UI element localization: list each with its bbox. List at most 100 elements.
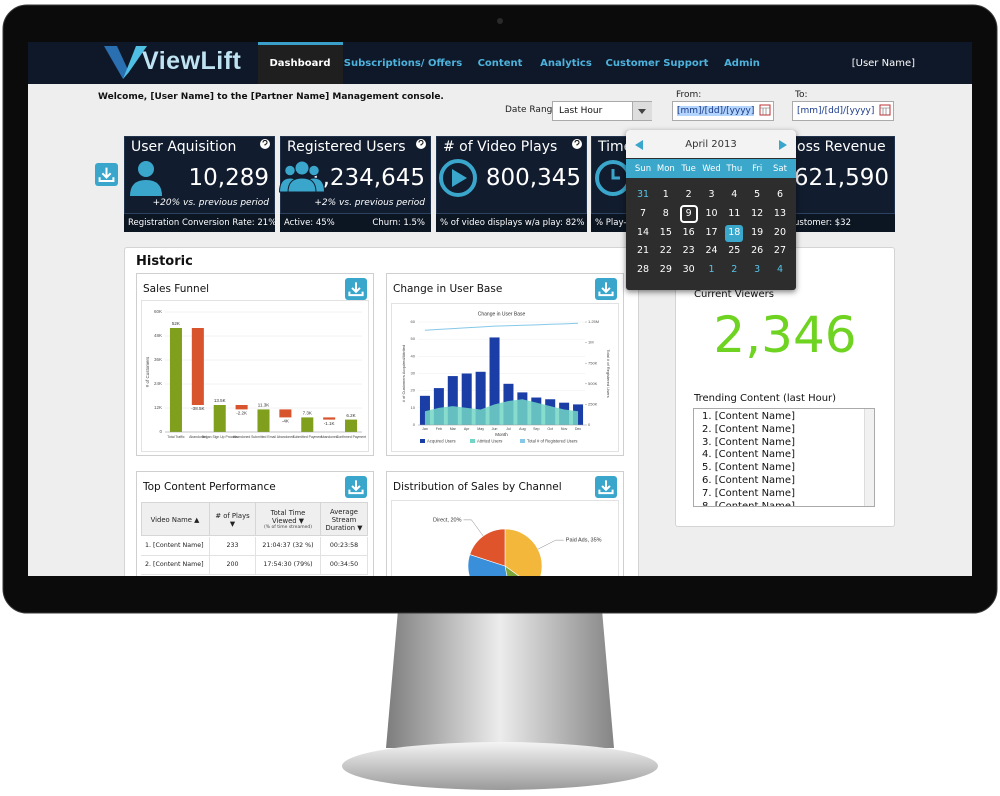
calendar-day[interactable]: 15 (659, 226, 672, 238)
table-header-cell[interactable]: Video Name ▲ (141, 503, 210, 536)
trending-item[interactable]: 6. [Content Name] (702, 475, 795, 486)
trending-item[interactable]: 5. [Content Name] (702, 462, 795, 474)
date-label: To: (795, 90, 808, 100)
calendar-day[interactable]: 2 (685, 189, 692, 200)
calendar-day[interactable]: 4 (776, 264, 783, 275)
nav-tab[interactable]: Admin (724, 58, 760, 69)
table-header-text: # of Plays ▼ (215, 511, 250, 528)
nav-tab[interactable]: Content (477, 58, 523, 69)
table-cell: 00:34:50 (321, 556, 368, 575)
trending-title: Trending Content (last Hour) (694, 393, 837, 404)
date-input[interactable]: [mm]/[dd]/[yyyy] (792, 101, 894, 121)
date-range-select[interactable]: Last Hour (552, 101, 652, 121)
calendar-day[interactable]: 19 (751, 226, 764, 238)
calendar-day[interactable]: 28 (636, 264, 650, 275)
calendar-day[interactable]: 8 (662, 207, 669, 219)
kpi-title: oss Revenue (797, 139, 886, 155)
download-button[interactable] (95, 163, 118, 186)
welcome: Welcome, [User Name] to the [Partner Nam… (98, 92, 444, 102)
trending-list: 1. [Content Name] 2. [Content Name] 3. [Co… (693, 408, 875, 507)
calendar-day[interactable]: 9 (685, 207, 692, 219)
calendar-day[interactable]: 4 (731, 189, 738, 200)
nav-bar (28, 42, 972, 84)
calendar-day[interactable]: 3 (754, 264, 761, 275)
trending-item[interactable]: 8. [Content Name] (702, 500, 795, 507)
table-header-cell[interactable]: Average Stream Duration ▼ (321, 503, 368, 536)
calendar-day[interactable]: 21 (636, 245, 650, 257)
dashboard: 0 12K 24K 36K 48K 60K # of Customers 52K Total T… (28, 42, 972, 576)
table-header-cell[interactable]: Total Time Viewed ▼ (% of time streamed) (256, 503, 321, 536)
stand-neck (386, 610, 614, 748)
calendar-day[interactable]: 22 (659, 245, 672, 257)
calendar-day[interactable]: 27 (773, 245, 787, 257)
calendar-day[interactable]: 12 (751, 207, 764, 219)
table-cell: 00:23:58 (321, 537, 368, 556)
trending-item[interactable]: 4. [Content Name] (702, 449, 795, 461)
calendar-day[interactable]: 23 (682, 245, 695, 257)
calendar-day[interactable]: 16 (682, 226, 695, 238)
calendar-day[interactable]: 31 (636, 189, 650, 200)
nav-tab[interactable]: Analytics (540, 58, 592, 69)
chart-frame (141, 300, 369, 452)
weekday: Thu (726, 164, 743, 174)
selected-day (725, 224, 744, 242)
chart-frame (391, 303, 619, 452)
trending-item[interactable]: 7. [Content Name] (702, 487, 795, 499)
nav-tab[interactable]: Dashboard (269, 58, 331, 69)
calendar-day[interactable]: 24 (705, 245, 718, 257)
next-month[interactable] (779, 140, 787, 150)
calendar-day[interactable]: 11 (728, 207, 741, 219)
calendar-day[interactable]: 1 (662, 189, 669, 200)
webcam (497, 18, 503, 24)
calendar-day[interactable]: 5 (754, 189, 761, 200)
weekday: Tue (681, 164, 696, 174)
sub-panel-title: Sales Funnel (143, 283, 210, 295)
user-name[interactable]: [User Name] (851, 58, 915, 69)
calendar-day[interactable]: 26 (751, 245, 764, 257)
kpi-value: 10,289 (188, 165, 269, 191)
calendar-day[interactable]: 25 (728, 245, 741, 257)
calendar-day[interactable]: 18 (728, 226, 741, 238)
table-header-cell[interactable]: # of Plays ▼ (210, 503, 256, 536)
kpi-footer-bar (280, 213, 431, 232)
kpi-footer-bar (124, 213, 275, 232)
historic-title: Historic (136, 254, 193, 269)
calendar-day[interactable]: 3 (708, 189, 715, 200)
trending-item[interactable]: 3. [Content Name] (702, 436, 795, 448)
kpi-change: +2% vs. previous period (314, 198, 425, 208)
table-header-text: Total Time Viewed ▼ (270, 509, 306, 525)
logo: ViewLift (142, 47, 242, 75)
calendar-day[interactable]: 10 (705, 207, 718, 219)
calendar-day[interactable]: 2 (731, 264, 738, 275)
calendar-day[interactable]: 7 (639, 207, 647, 219)
weekday: Mon (656, 164, 675, 174)
table-header-text: Video Name ▲ (150, 515, 200, 524)
nav-tab[interactable]: Subscriptions/ Offers (343, 58, 463, 69)
calendar-day[interactable]: 29 (659, 264, 672, 275)
download-bg (95, 163, 118, 186)
trending-item[interactable]: 1. [Content Name] (702, 411, 795, 422)
date-input[interactable]: [mm]/[dd]/[yyyy] (672, 101, 774, 121)
table-cell: 233 (210, 537, 256, 556)
table-header (141, 502, 368, 536)
prev-month[interactable] (635, 140, 643, 150)
nav-tab[interactable]: Customer Support (605, 58, 709, 69)
calendar-nav[interactable] (626, 130, 796, 158)
kpi-value: 1,234,645 (307, 165, 425, 191)
download-arrow (98, 167, 115, 182)
table-cell: 200 (210, 556, 256, 575)
calendar-day[interactable]: 30 (682, 264, 695, 275)
calendar-day[interactable]: 20 (773, 226, 787, 238)
calendar-day[interactable]: 6 (776, 189, 783, 200)
calendar-day[interactable]: 17 (705, 226, 718, 238)
weekday: Sat (773, 164, 787, 174)
calendar-day[interactable]: 1 (708, 264, 715, 275)
kpi-footer: Churn: 1.5% (372, 218, 425, 228)
trending-item[interactable]: 2. [Content Name] (702, 423, 795, 435)
calendar-day[interactable]: 13 (773, 207, 787, 219)
sub-panel-title: Distribution of Sales by Channel (393, 481, 562, 493)
date-text: [mm]/[dd]/[yyyy] (677, 106, 755, 116)
date-label: From: (676, 90, 702, 100)
calendar-day[interactable]: 14 (636, 226, 650, 238)
